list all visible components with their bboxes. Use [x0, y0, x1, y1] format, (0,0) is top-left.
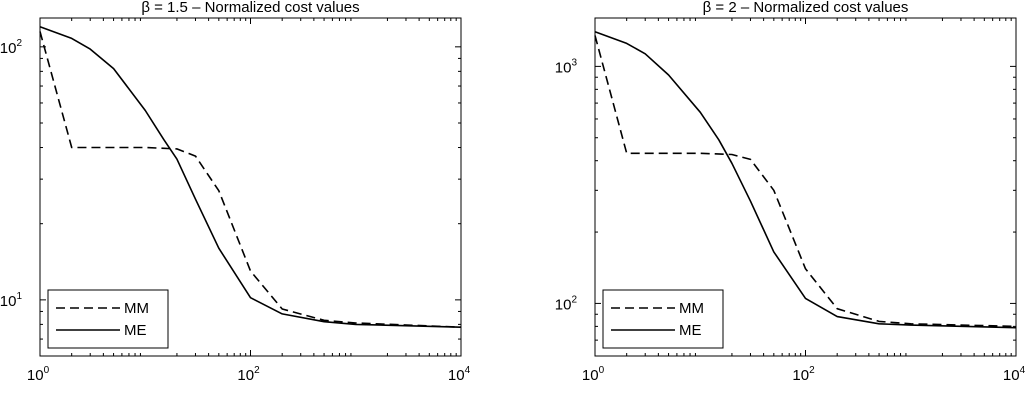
chart-panel-beta-2: β = 2 – Normalized cost values 100 102 104 1…: [555, 0, 1026, 384]
series-line-mm: [39, 31, 462, 328]
legend-label-mm: MM: [679, 300, 704, 317]
legend-box: [602, 289, 724, 349]
chart-title: β = 1.5 – Normalized cost values: [141, 0, 359, 16]
y-tick-label: 102: [555, 294, 578, 313]
x-tick-label: 104: [448, 365, 471, 384]
y-tick-label: 103: [555, 57, 578, 76]
x-tick-label: 100: [27, 365, 50, 384]
chart-panel-beta-1-5: β = 1.5 – Normalized cost values 100 102 10…: [0, 0, 471, 384]
legend-label-me: ME: [679, 322, 702, 339]
x-tick-label: 102: [237, 365, 260, 384]
legend-label-me: ME: [124, 322, 147, 339]
series-line-me: [39, 26, 462, 328]
x-tick-label: 100: [582, 365, 605, 384]
legend: MM ME: [602, 289, 724, 349]
y-tick-label: 102: [0, 38, 22, 57]
legend-label-mm: MM: [124, 300, 149, 317]
legend-box: [47, 289, 169, 349]
chart-title: β = 2 – Normalized cost values: [703, 0, 909, 16]
series-line-me: [594, 30, 1017, 329]
series-line-mm: [594, 35, 1017, 328]
legend: MM ME: [47, 289, 169, 349]
x-tick-label: 102: [792, 365, 815, 384]
x-tick-label: 104: [1003, 365, 1026, 384]
y-tick-label: 101: [0, 291, 22, 310]
